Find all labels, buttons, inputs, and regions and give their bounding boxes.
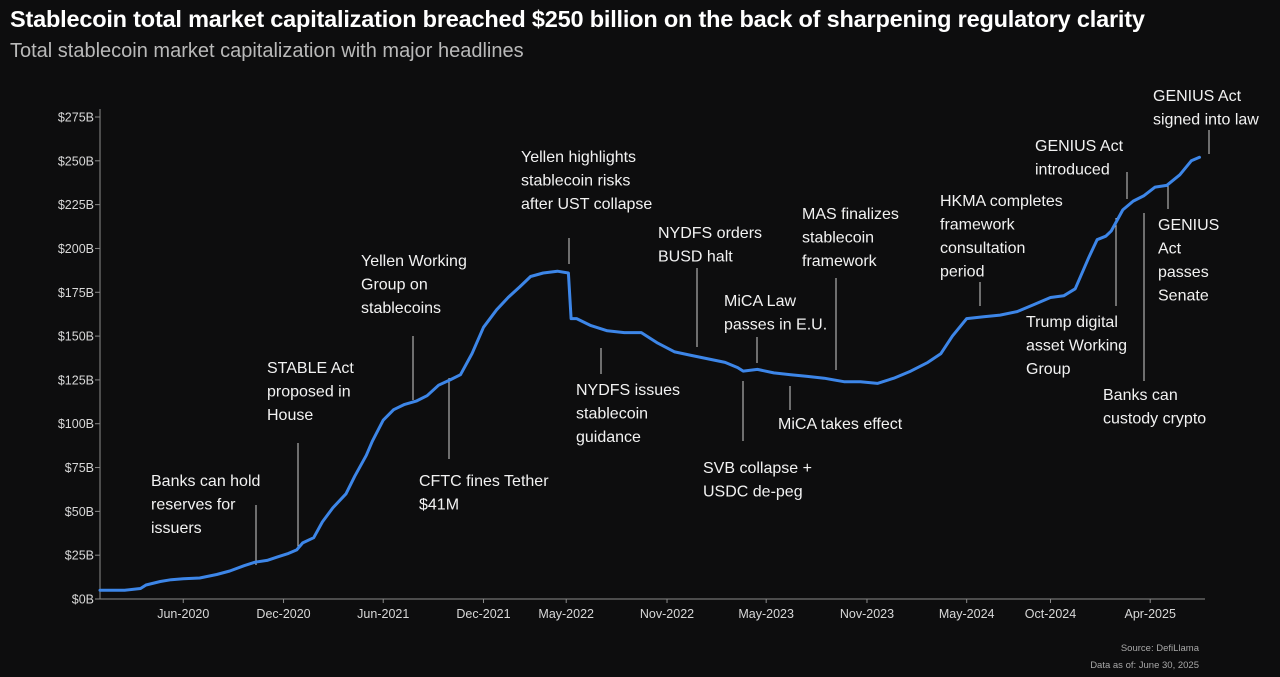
chart-title: Stablecoin total market capitalization b… bbox=[10, 6, 1145, 32]
annotation-label-line: $41M bbox=[419, 497, 459, 514]
annotation-label-line: custody crypto bbox=[1103, 411, 1206, 428]
y-tick-label: $200B bbox=[58, 242, 94, 256]
annotation-label-line: HKMA completes bbox=[940, 193, 1063, 210]
x-tick-label: May-2022 bbox=[538, 607, 594, 621]
annotation-leaders bbox=[255, 130, 1210, 565]
annotation-label: NYDFS issues stablecoin guidance bbox=[576, 382, 680, 446]
annotation-label-line: reserves for bbox=[151, 497, 236, 514]
annotation-label: MiCA Law passes in E.U. bbox=[724, 293, 827, 334]
annotation-label: SVB collapse + USDC de-peg bbox=[703, 460, 812, 501]
annotation-label-line: NYDFS issues bbox=[576, 382, 680, 399]
x-tick-label: Jun-2020 bbox=[157, 607, 209, 621]
annotation-label: HKMA completes framework consultation perio… bbox=[940, 193, 1063, 281]
y-tick-label: $225B bbox=[58, 198, 94, 212]
x-tick-label: Jun-2021 bbox=[357, 607, 409, 621]
y-tick-label: $0B bbox=[72, 593, 94, 607]
annotation-label-line: Yellen Working bbox=[361, 253, 467, 270]
data-as-of-note: Data as of: June 30, 2025 bbox=[1090, 660, 1199, 671]
annotation-label: Banks can custody crypto bbox=[1103, 387, 1206, 428]
annotation-label-line: consultation bbox=[940, 240, 1025, 257]
annotation-label: Banks can hold reserves for issuers bbox=[151, 473, 260, 537]
annotation-label-line: STABLE Act bbox=[267, 360, 354, 377]
annotation-label-line: MAS finalizes bbox=[802, 206, 899, 223]
x-tick-label: Dec-2020 bbox=[256, 607, 310, 621]
y-tick-label: $50B bbox=[65, 505, 94, 519]
y-tick-label: $175B bbox=[58, 286, 94, 300]
annotation-label-line: Trump digital bbox=[1026, 314, 1118, 331]
y-tick-label: $75B bbox=[65, 461, 94, 475]
y-tick-label: $275B bbox=[58, 111, 94, 125]
annotation-label-line: Yellen highlights bbox=[521, 149, 636, 166]
annotation-label-line: GENIUS bbox=[1158, 217, 1219, 234]
annotation-label-line: USDC de-peg bbox=[703, 484, 803, 501]
x-tick-label: Nov-2023 bbox=[840, 607, 894, 621]
annotation-label: GENIUS Act signed into law bbox=[1153, 88, 1259, 129]
x-tick-label: Nov-2022 bbox=[640, 607, 694, 621]
annotation-label-line: Banks can bbox=[1103, 387, 1178, 404]
x-tick-label: Apr-2025 bbox=[1124, 607, 1175, 621]
y-tick-label: $150B bbox=[58, 330, 94, 344]
annotation-label-line: framework bbox=[940, 217, 1016, 234]
x-tick-label: May-2024 bbox=[939, 607, 995, 621]
x-tick-label: Dec-2021 bbox=[456, 607, 510, 621]
chart-subtitle: Total stablecoin market capitalization w… bbox=[10, 40, 524, 62]
annotation-label-line: stablecoin bbox=[802, 230, 874, 247]
annotation-label-line: asset Working bbox=[1026, 338, 1127, 355]
annotation-label-line: GENIUS Act bbox=[1035, 138, 1124, 155]
annotation-label: GENIUS Act introduced bbox=[1035, 138, 1124, 179]
annotation-label-line: CFTC fines Tether bbox=[419, 473, 549, 490]
annotation-label: MAS finalizes stablecoin framework bbox=[802, 206, 899, 270]
annotation-label: Trump digital asset Working Group bbox=[1026, 314, 1127, 378]
y-tick-label: $125B bbox=[58, 373, 94, 387]
annotation-label-line: framework bbox=[802, 253, 878, 270]
annotation-label-line: Act bbox=[1158, 241, 1182, 258]
y-tick-label: $100B bbox=[58, 417, 94, 431]
annotation-label-line: proposed in bbox=[267, 384, 351, 401]
annotation-label-line: SVB collapse + bbox=[703, 460, 812, 477]
x-tick-label: Oct-2024 bbox=[1025, 607, 1076, 621]
annotation-label: NYDFS orders BUSD halt bbox=[658, 225, 762, 266]
annotation-label-line: stablecoin risks bbox=[521, 173, 630, 190]
annotation-label-line: Senate bbox=[1158, 288, 1209, 305]
annotation-label-line: BUSD halt bbox=[658, 249, 733, 266]
annotation-label: MiCA takes effect bbox=[778, 416, 903, 433]
annotation-label-line: period bbox=[940, 264, 984, 281]
annotation-label-line: stablecoins bbox=[361, 300, 441, 317]
annotation-label-line: signed into law bbox=[1153, 112, 1259, 129]
annotation-label: Yellen highlights stablecoin risks after U… bbox=[521, 149, 652, 213]
annotation-label-line: after UST collapse bbox=[521, 196, 652, 213]
annotation-label: STABLE Act proposed in House bbox=[267, 360, 354, 424]
annotation-label-line: MiCA Law bbox=[724, 293, 796, 310]
annotation-label-line: stablecoin bbox=[576, 406, 648, 423]
annotation-label-line: passes in E.U. bbox=[724, 317, 827, 334]
y-tick-label: $25B bbox=[65, 549, 94, 563]
axes: $0B $25B $50B $75B $100B $125B $150B $175B $200B… bbox=[58, 109, 1205, 621]
annotation-label-line: introduced bbox=[1035, 162, 1110, 179]
annotation-label: CFTC fines Tether $41M bbox=[419, 473, 549, 514]
annotation-label-line: GENIUS Act bbox=[1153, 88, 1242, 105]
annotation-label-line: issuers bbox=[151, 520, 202, 537]
series-line-total-market-cap bbox=[98, 155, 1201, 592]
annotation-label-line: Group on bbox=[361, 277, 428, 294]
annotation-label-line: NYDFS orders bbox=[658, 225, 762, 242]
y-tick-label: $250B bbox=[58, 154, 94, 168]
annotation-label-line: Banks can hold bbox=[151, 473, 260, 490]
annotation-labels: Banks can hold reserves for issuers STABLE … bbox=[151, 88, 1259, 537]
annotation-label-line: guidance bbox=[576, 429, 641, 446]
annotation-label-line: MiCA takes effect bbox=[778, 416, 903, 433]
annotation-label-line: Group bbox=[1026, 361, 1071, 378]
annotation-label: GENIUS Act passes Senate bbox=[1158, 217, 1219, 305]
source-note: Source: DefiLlama bbox=[1121, 643, 1200, 654]
annotation-label: Yellen Working Group on stablecoins bbox=[361, 253, 467, 317]
annotation-label-line: House bbox=[267, 407, 313, 424]
annotation-label-line: passes bbox=[1158, 264, 1209, 281]
series-layer bbox=[98, 155, 1201, 592]
x-tick-label: May-2023 bbox=[738, 607, 794, 621]
